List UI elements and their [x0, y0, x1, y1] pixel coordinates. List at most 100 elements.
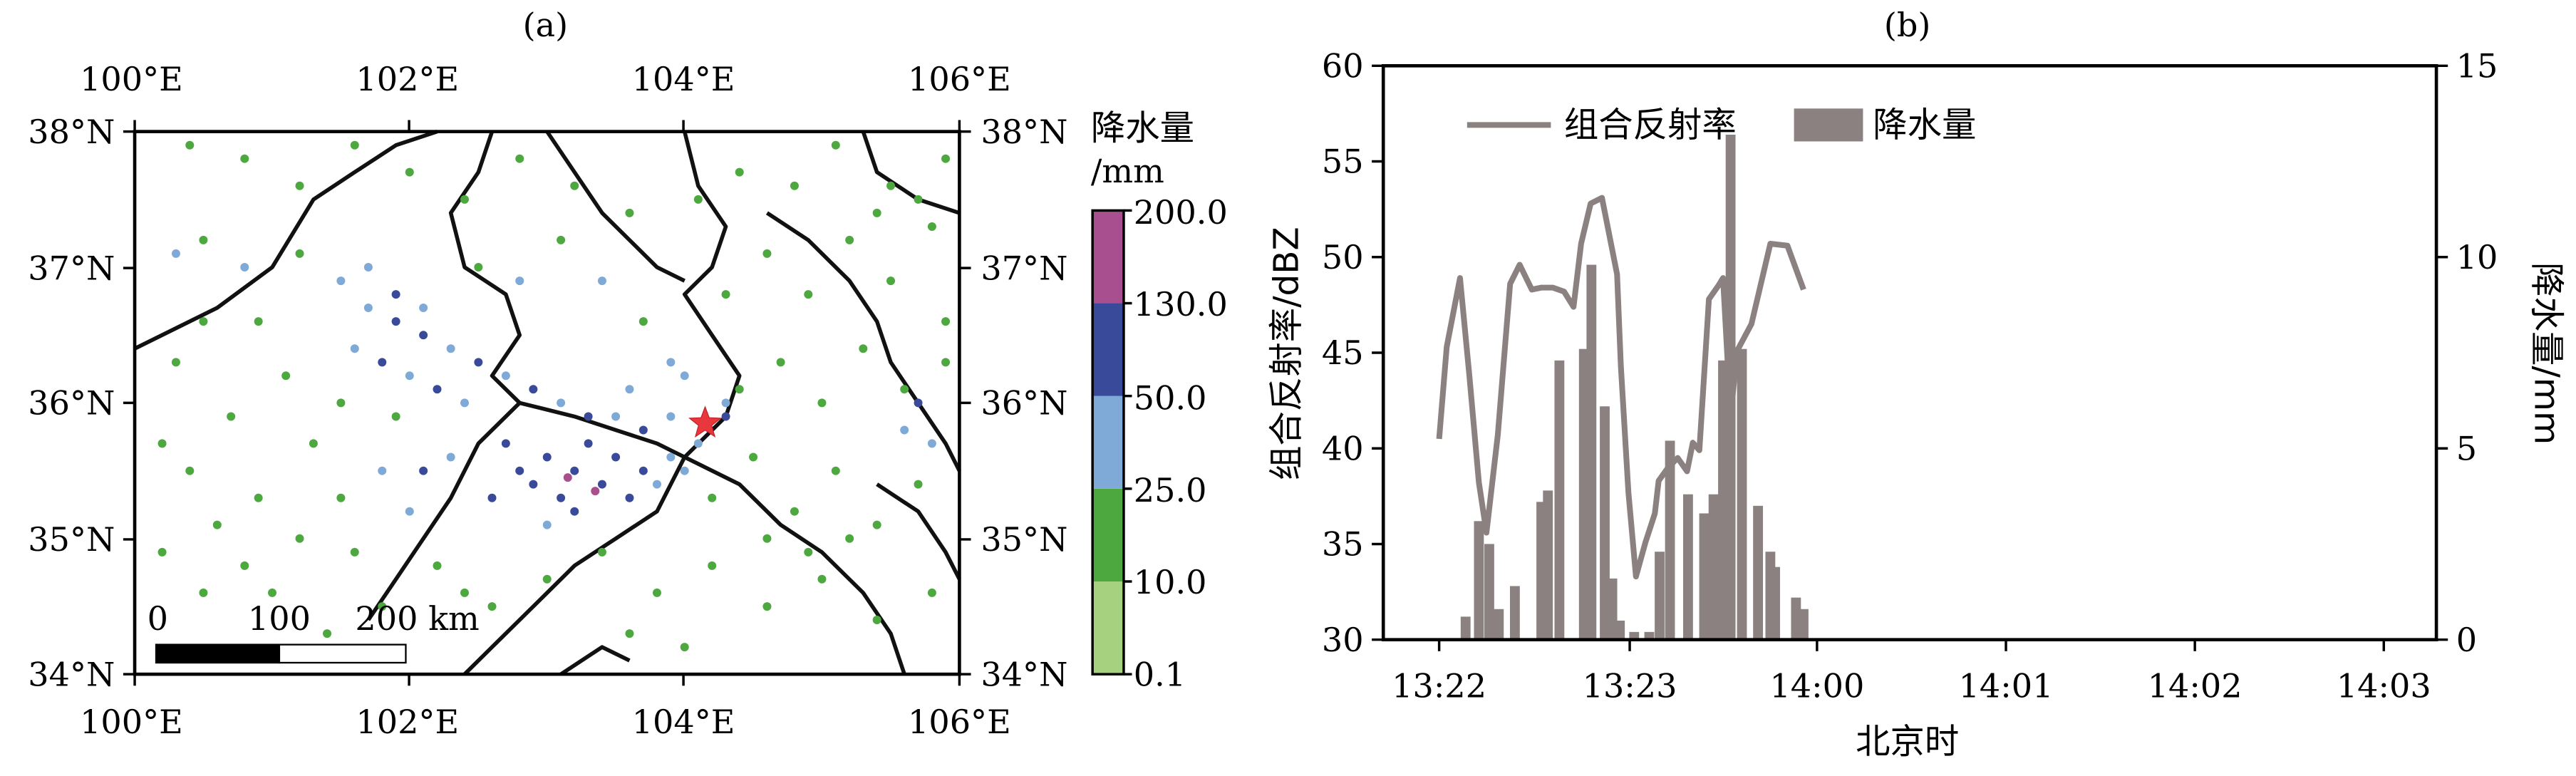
province-boundary — [876, 482, 961, 581]
map-left-lat-axis: 38°N 37°N 36°N 35°N 34°N — [28, 113, 135, 693]
station-point — [295, 249, 304, 258]
precip-bar — [1682, 494, 1693, 640]
precip-bar — [1699, 513, 1709, 640]
right-lat-tick-34: 34°N — [981, 655, 1067, 693]
station-point — [762, 602, 772, 611]
colorbar-unit: /mm — [1091, 152, 1164, 190]
top-lon-tick-106: 106°E — [908, 60, 1011, 98]
station-point — [363, 263, 373, 272]
station-point — [638, 317, 648, 326]
station-point — [542, 574, 552, 584]
colorbar-title: 降水量 — [1091, 108, 1194, 148]
station-point — [817, 398, 827, 408]
station-point — [405, 167, 414, 177]
station-point — [391, 317, 400, 326]
colorbar-level-200: 200.0 — [1134, 193, 1228, 232]
station-point — [350, 344, 359, 353]
colorbar: 降水量 /mm 200.0 130.0 50.0 25.0 10.0 0.1 — [1091, 108, 1228, 693]
right-lat-tick-38: 38°N — [981, 113, 1067, 151]
station-point — [563, 473, 572, 482]
precip-bar — [1474, 521, 1484, 640]
station-point — [405, 507, 414, 516]
station-point — [914, 195, 923, 204]
colorbar-segment — [1092, 303, 1124, 396]
station-point — [542, 520, 552, 529]
station-point — [391, 412, 400, 421]
precip-bar — [1554, 360, 1565, 640]
station-point — [515, 154, 524, 163]
scale-bar-black-segment — [155, 643, 281, 664]
y2-tick-label: 5 — [2456, 429, 2477, 467]
y-tick-label: 45 — [1322, 333, 1364, 372]
station-point — [295, 534, 304, 543]
station-point — [845, 534, 854, 543]
station-point — [474, 358, 483, 367]
right-lat-tick-35: 35°N — [981, 520, 1067, 559]
colorbar-level-130: 130.0 — [1134, 285, 1228, 324]
station-point — [652, 480, 661, 489]
province-boundary — [463, 456, 687, 676]
province-boundary — [861, 130, 961, 215]
precip-bar — [1543, 490, 1553, 640]
station-point — [557, 235, 566, 244]
top-lon-tick-100: 100°E — [80, 60, 183, 98]
province-boundary — [366, 401, 522, 621]
station-point — [625, 629, 634, 638]
province-boundary — [765, 211, 961, 472]
station-point — [680, 466, 689, 475]
colorbar-level-0-1: 0.1 — [1134, 655, 1186, 693]
precip-bar — [1484, 544, 1494, 640]
precip-bar — [1615, 620, 1625, 640]
province-boundary — [519, 400, 686, 460]
station-point — [762, 534, 772, 543]
station-point — [529, 480, 538, 489]
station-point — [487, 493, 497, 502]
station-point — [914, 398, 923, 408]
colorbar-level-10: 10.0 — [1134, 563, 1207, 601]
station-point — [886, 276, 896, 286]
station-point — [900, 385, 909, 394]
station-point — [886, 181, 896, 190]
station-point — [501, 371, 510, 381]
left-lat-tick-35: 35°N — [28, 520, 115, 559]
station-point — [309, 439, 318, 448]
station-point — [419, 466, 428, 475]
station-point — [542, 452, 552, 462]
station-point — [914, 480, 923, 489]
station-point — [693, 195, 703, 204]
colorbar-level-50: 50.0 — [1134, 379, 1207, 418]
station-point — [584, 412, 593, 421]
reflectivity-line — [1436, 195, 1806, 580]
station-point — [212, 520, 222, 529]
station-point — [872, 520, 881, 529]
station-point — [350, 140, 359, 150]
colorbar-segment — [1092, 488, 1124, 582]
station-point — [227, 412, 236, 421]
station-point — [591, 487, 600, 496]
x-axis: 13:22 13:23 14:00 14:01 14:02 14:03 — [1392, 639, 2431, 705]
station-point — [350, 547, 359, 557]
x-tick-label: 14:01 — [1959, 666, 2054, 705]
colorbar-frame — [1091, 209, 1125, 676]
colorbar-level-25: 25.0 — [1134, 471, 1207, 509]
precip-bar — [1509, 586, 1520, 640]
precip-bar — [1708, 494, 1719, 640]
bottom-lon-tick-106: 106°E — [908, 703, 1011, 741]
station-point — [597, 480, 606, 489]
station-point — [487, 602, 497, 611]
station-point — [501, 439, 510, 448]
station-point — [433, 561, 442, 570]
station-point — [378, 466, 387, 475]
station-point — [185, 140, 195, 150]
station-point — [625, 493, 634, 502]
station-point — [378, 358, 387, 367]
map-top-lon-axis: 100°E 102°E 104°E 106°E — [80, 60, 1011, 132]
province-boundary — [545, 130, 686, 283]
y-tick-label: 60 — [1322, 46, 1364, 85]
station-point — [570, 466, 579, 475]
panel-b-label: (b) — [1884, 6, 1930, 44]
province-boundary — [682, 130, 742, 459]
precip-bar — [1586, 264, 1597, 640]
x-tick-label: 14:00 — [1769, 666, 1864, 705]
station-point — [611, 412, 621, 421]
